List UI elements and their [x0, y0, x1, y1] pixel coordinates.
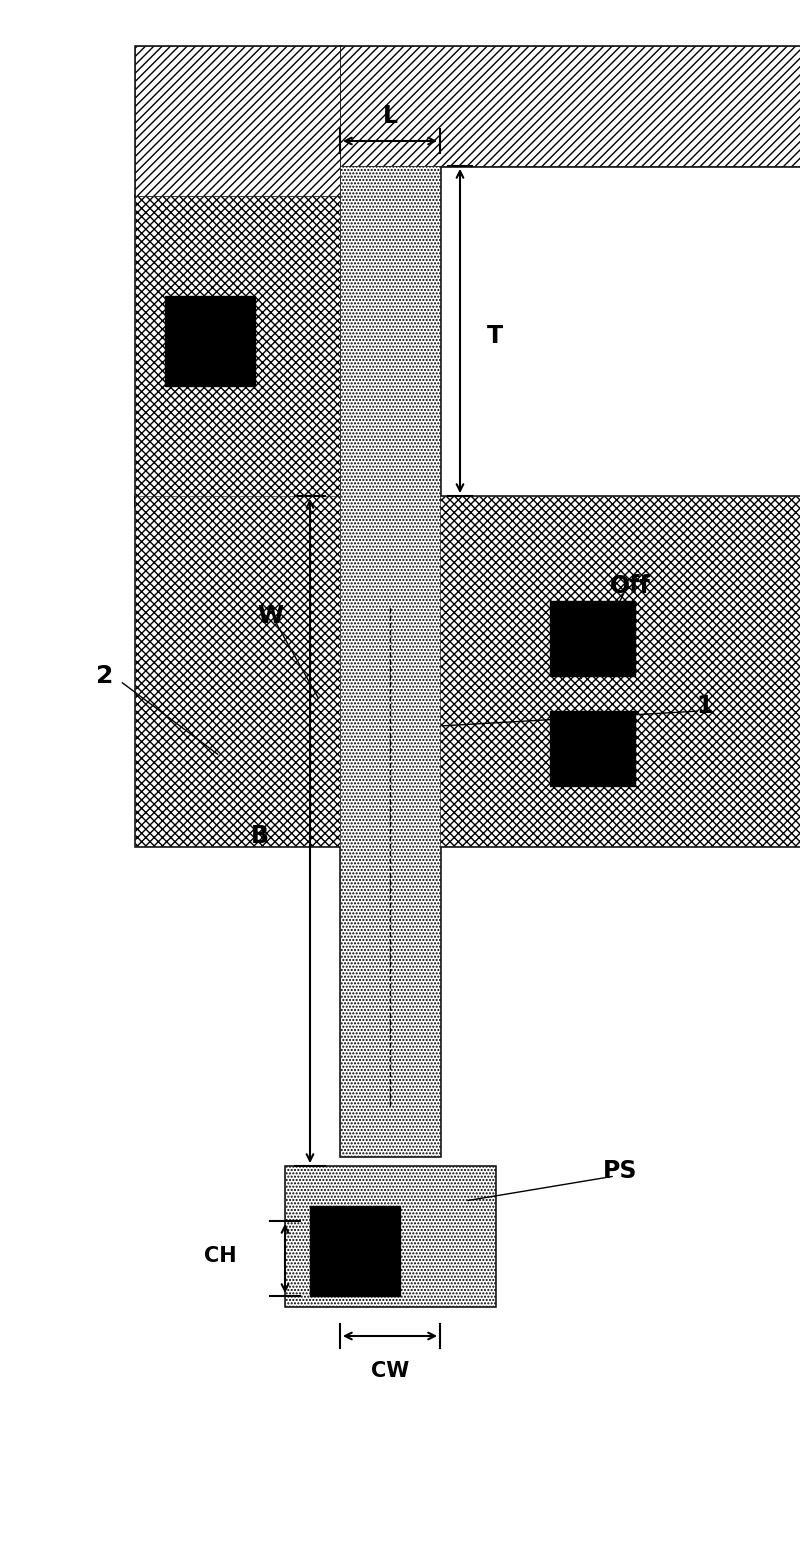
Text: T: T — [487, 324, 503, 349]
Bar — [340, 166, 440, 1156]
Bar — [165, 296, 255, 386]
Bar — [135, 496, 800, 846]
Text: CW: CW — [371, 1362, 409, 1382]
Bar — [550, 601, 635, 675]
Bar — [135, 496, 800, 846]
Bar — [135, 196, 340, 506]
Bar — [310, 1206, 400, 1296]
Bar — [135, 196, 340, 506]
Text: B: B — [251, 825, 269, 848]
Text: CH: CH — [204, 1246, 236, 1267]
Bar — [285, 1165, 495, 1305]
Text: PS: PS — [602, 1159, 638, 1183]
Bar — [285, 1165, 495, 1305]
Text: L: L — [382, 104, 398, 128]
Text: W: W — [257, 604, 283, 629]
Bar — [550, 711, 635, 786]
Bar — [135, 47, 340, 196]
Text: 2: 2 — [96, 664, 114, 688]
Bar — [340, 47, 800, 166]
Bar — [340, 166, 440, 1156]
Bar — [135, 47, 340, 196]
Bar — [340, 47, 800, 166]
Text: Off: Off — [610, 574, 650, 598]
Text: 1: 1 — [697, 694, 713, 717]
